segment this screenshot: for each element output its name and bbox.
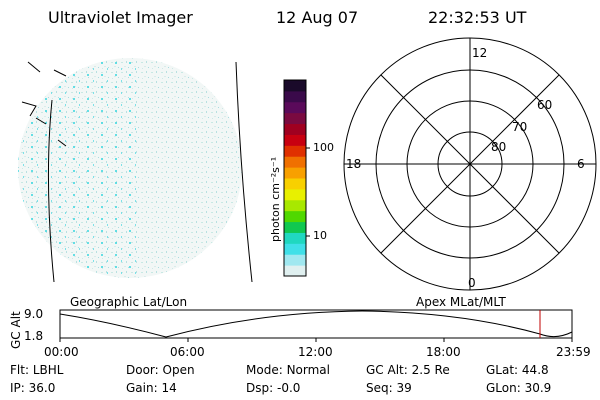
colorbar-band: [284, 221, 306, 233]
x-tick-0600: 06:00: [170, 345, 205, 359]
mlt-label-6: 6: [577, 157, 585, 171]
y-tick-9: 9.0: [24, 307, 44, 321]
status-flt: Flt: LBHL: [10, 363, 64, 377]
image-date: 12 Aug 07: [276, 8, 359, 27]
colorbar-band: [284, 199, 306, 212]
status-gc-alt: GC Alt: 2.5 Re: [366, 363, 450, 377]
mlt-label-18: 18: [346, 157, 362, 171]
colorbar-band: [284, 188, 306, 201]
colorbar-band: [284, 178, 306, 190]
colorbar-band: [284, 123, 306, 135]
x-tick-1800: 18:00: [426, 345, 461, 359]
lat-label-70: 70: [512, 120, 528, 134]
image-time: 22:32:53 UT: [428, 8, 527, 27]
status-door: Door: Open: [126, 363, 195, 377]
status-ip: IP: 36.0: [10, 381, 56, 395]
timeline-left-label: Geographic Lat/Lon: [70, 295, 188, 309]
status-dsp: Dsp: -0.0: [246, 381, 301, 395]
status-glat: GLat: 44.8: [486, 363, 549, 377]
colorbar-band: [284, 156, 306, 168]
status-mode: Mode: Normal: [246, 363, 330, 377]
colorbar-band: [284, 134, 306, 146]
timeline-axis-title: GC Alt: [9, 311, 23, 349]
colorbar-band: [284, 265, 306, 277]
colorbar-tick-100: 100: [313, 141, 334, 154]
x-tick-2359: 23:59: [556, 345, 591, 359]
colorbar-band: [284, 210, 306, 223]
colorbar-tick-10: 10: [313, 229, 327, 242]
lat-label-60: 60: [537, 98, 553, 112]
x-tick-1200: 12:00: [298, 345, 333, 359]
colorbar-band: [284, 167, 306, 179]
colorbar-band: [284, 90, 306, 103]
timeline-right-label: Apex MLat/MLT: [416, 295, 506, 309]
colorbar-band: [284, 112, 306, 125]
status-seq: Seq: 39: [366, 381, 412, 395]
colorbar: [283, 79, 310, 277]
colorbar-band: [284, 145, 306, 157]
colorbar-band: [284, 101, 306, 114]
polar-grid: [343, 37, 597, 291]
uv-image-disk: [18, 58, 253, 283]
colorbar-band: [284, 232, 306, 244]
colorbar-band: [284, 254, 306, 266]
colorbar-unit-label: photon cm⁻²s⁻¹: [269, 156, 282, 242]
status-glon: GLon: 30.9: [486, 381, 552, 395]
mlt-label-0: 0: [468, 276, 476, 290]
status-gain: Gain: 14: [126, 381, 177, 395]
instrument-title: Ultraviolet Imager: [48, 8, 193, 27]
mlt-label-12: 12: [472, 46, 488, 60]
altitude-timeline: [59, 309, 573, 342]
colorbar-band: [284, 80, 306, 92]
x-tick-0000: 00:00: [44, 345, 79, 359]
lat-label-80: 80: [491, 140, 507, 154]
y-tick-1-8: 1.8: [24, 329, 44, 343]
colorbar-band: [284, 243, 306, 255]
